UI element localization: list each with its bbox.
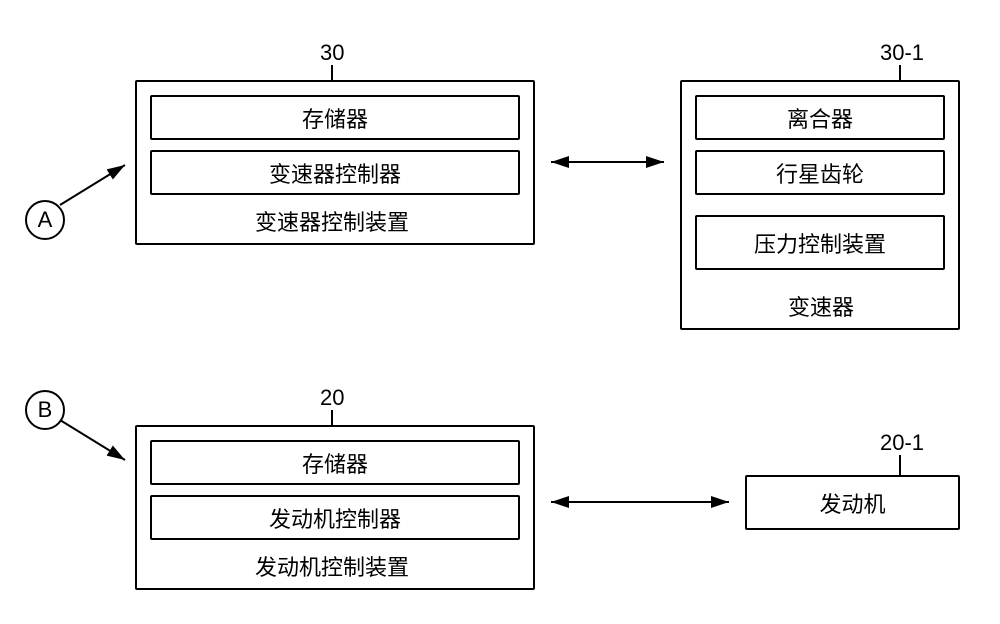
- box-30-1-title: 变速器: [788, 290, 854, 322]
- box-20-controller: 发动机控制器: [150, 495, 520, 540]
- node-a: A: [25, 200, 65, 240]
- box-20-memory: 存储器: [150, 440, 520, 485]
- box-30-1-pressure: 压力控制装置: [695, 215, 945, 270]
- box-20-memory-label: 存储器: [302, 447, 368, 479]
- box-30-1-pressure-label: 压力控制装置: [754, 227, 886, 259]
- node-b-label: B: [38, 397, 53, 423]
- box-20-title: 发动机控制装置: [255, 550, 409, 582]
- node-b: B: [25, 390, 65, 430]
- box-30-1-planetary: 行星齿轮: [695, 150, 945, 195]
- box-20-controller-label: 发动机控制器: [269, 502, 401, 534]
- ref-30-1: 30-1: [880, 40, 924, 66]
- box-20-1-label: 发动机: [819, 487, 885, 519]
- ref-20: 20: [320, 385, 344, 411]
- box-30-1-clutch: 离合器: [695, 95, 945, 140]
- node-a-label: A: [38, 207, 53, 233]
- box-20-1: 发动机: [745, 475, 960, 530]
- box-30-title: 变速器控制装置: [255, 205, 409, 237]
- ref-20-1: 20-1: [880, 430, 924, 456]
- box-30-1-planetary-label: 行星齿轮: [776, 157, 864, 189]
- box-30-memory: 存储器: [150, 95, 520, 140]
- diagram-container: 存储器 变速器控制器 变速器控制装置 30 离合器 行星齿轮 压力控制装置 变速…: [0, 0, 1000, 624]
- ref-30: 30: [320, 40, 344, 66]
- box-30-controller-label: 变速器控制器: [269, 157, 401, 189]
- box-30-memory-label: 存储器: [302, 102, 368, 134]
- box-30-controller: 变速器控制器: [150, 150, 520, 195]
- box-30-1-clutch-label: 离合器: [787, 102, 853, 134]
